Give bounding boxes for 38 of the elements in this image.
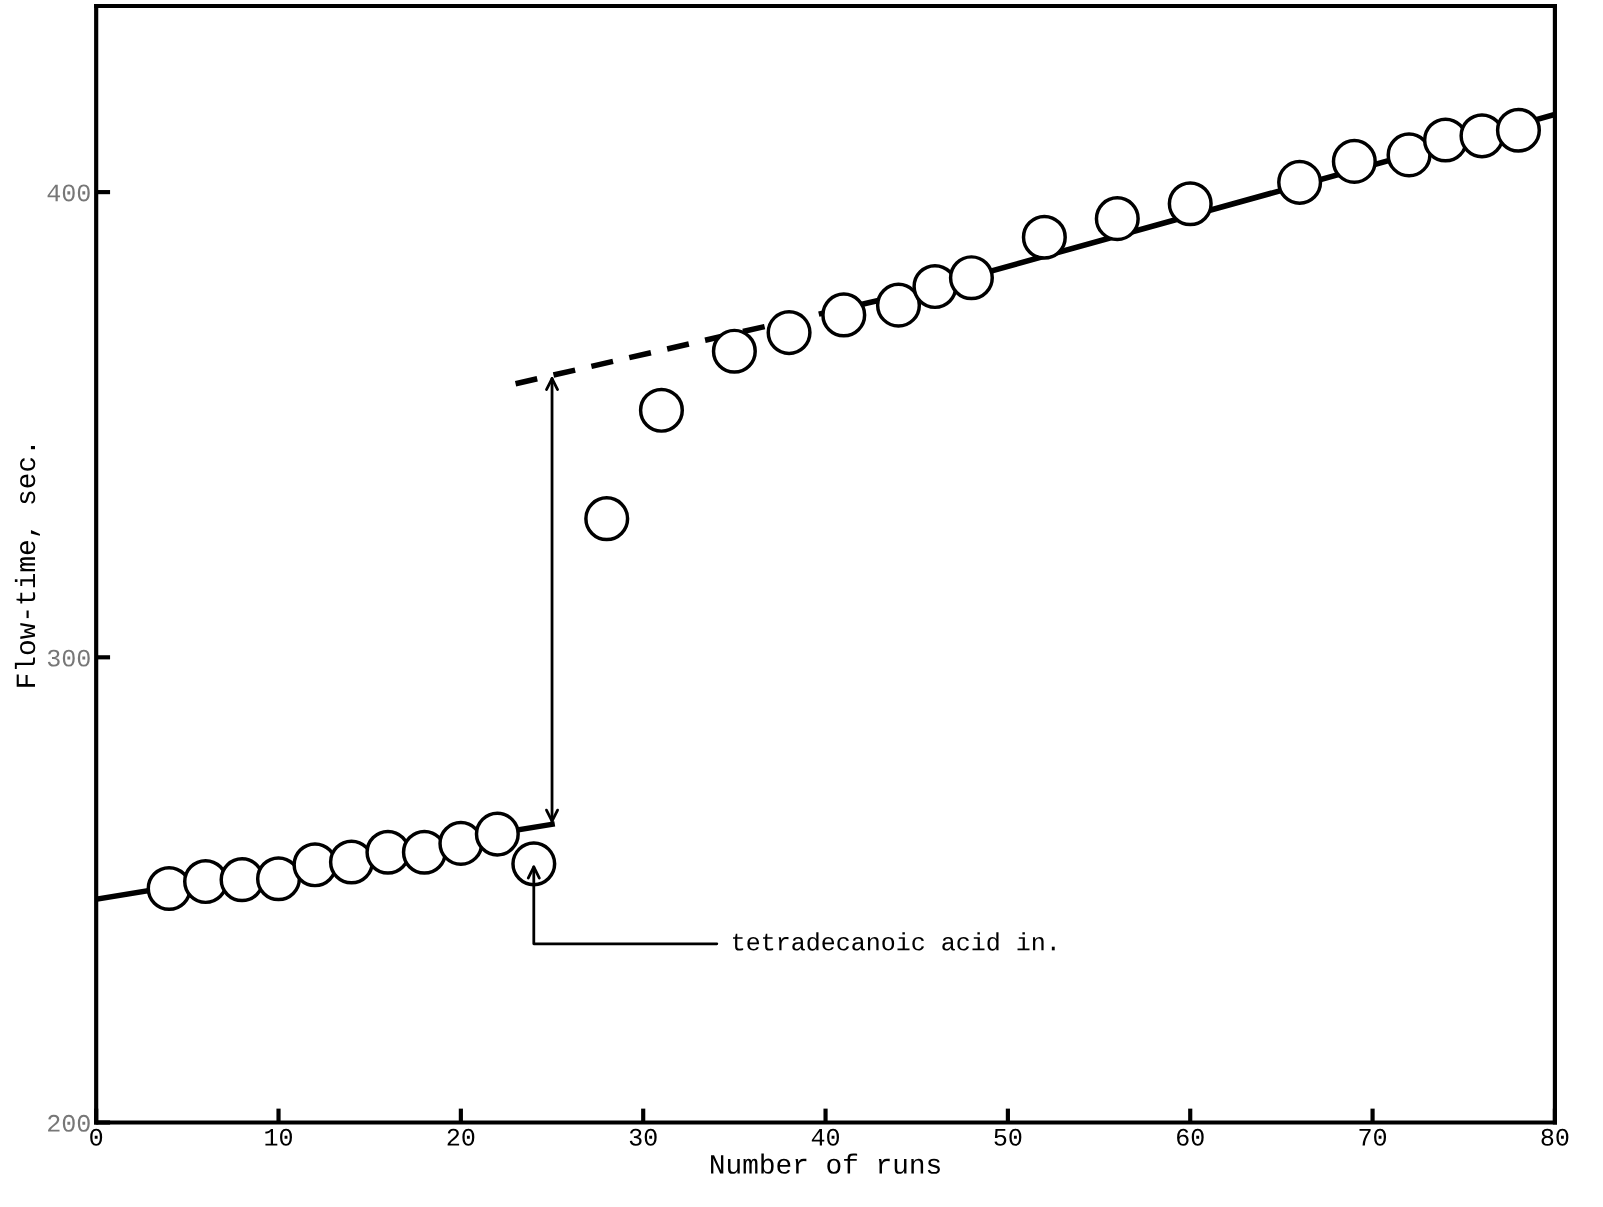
point	[474, 811, 520, 857]
y-tick-label: 400	[47, 184, 90, 202]
point	[711, 328, 757, 374]
point	[1167, 181, 1213, 227]
point	[638, 387, 685, 433]
y-axis-title: Flow-time, sec.	[14, 446, 40, 687]
x-tick-label: 0	[90, 1128, 103, 1146]
point	[328, 839, 375, 885]
x-tick-label: 20	[447, 1128, 475, 1146]
point	[511, 841, 557, 887]
point	[1459, 113, 1505, 159]
y-tick-label: 200	[48, 1114, 90, 1132]
point	[1094, 196, 1140, 242]
x-tick-label: 10	[265, 1128, 292, 1146]
x-tick-label: 70	[1359, 1128, 1387, 1146]
point	[1021, 214, 1067, 260]
point	[821, 292, 867, 338]
x-tick-label: 40	[811, 1128, 840, 1146]
x-tick-label: 60	[1177, 1128, 1204, 1146]
point	[1386, 132, 1432, 178]
point	[584, 496, 630, 542]
point	[1331, 138, 1377, 184]
x-tick-label: 30	[629, 1128, 657, 1146]
x-tick-label: 50	[994, 1128, 1022, 1146]
annotation: tetradecanoic acid in.	[733, 932, 1055, 951]
point	[875, 282, 922, 328]
point	[1277, 159, 1323, 205]
point	[948, 255, 994, 301]
x-tick-label: 80	[1541, 1128, 1569, 1146]
point	[766, 310, 812, 356]
point	[146, 865, 192, 912]
point	[1495, 107, 1542, 153]
point	[438, 820, 484, 866]
point	[255, 856, 302, 902]
point	[401, 829, 447, 875]
x-axis-title: Number of runs	[711, 1153, 940, 1174]
y-tick-label: 300	[47, 649, 90, 667]
point	[912, 263, 958, 310]
